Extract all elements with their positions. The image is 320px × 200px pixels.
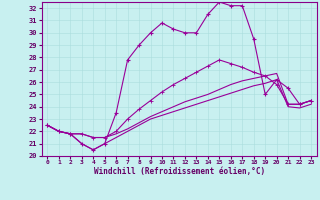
X-axis label: Windchill (Refroidissement éolien,°C): Windchill (Refroidissement éolien,°C)	[94, 167, 265, 176]
